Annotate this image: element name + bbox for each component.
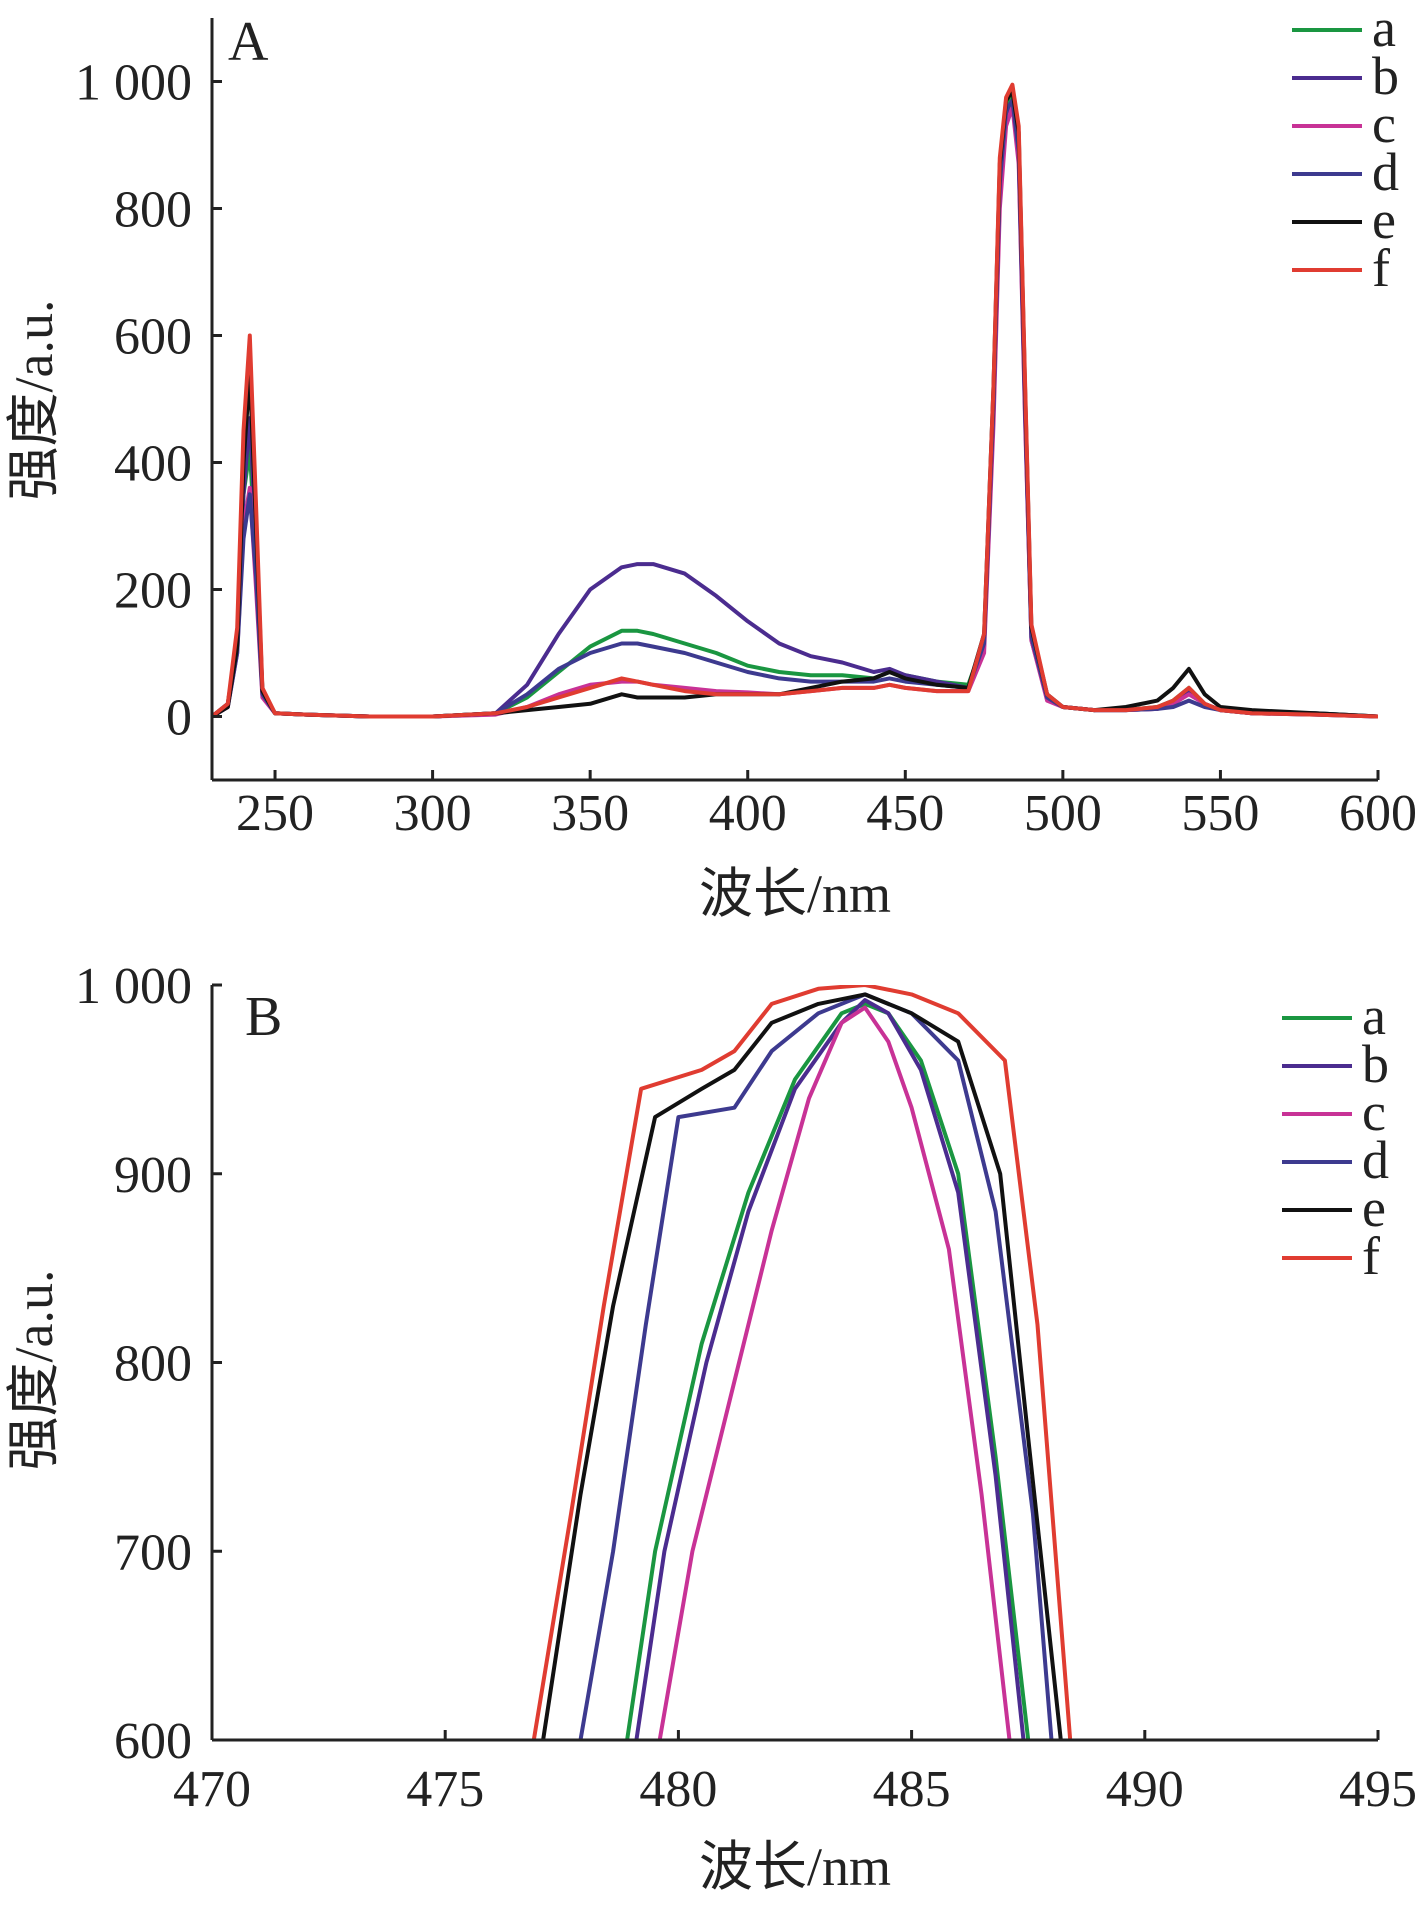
x-tick-label: 470 (173, 1761, 251, 1818)
y-tick-label: 400 (114, 436, 192, 493)
y-axis-title: 强度/a.u. (4, 1270, 64, 1471)
panel-b: 470 475 480 485 490 495 600 700 800 900 1 000 波长/nm… (4, 958, 1417, 1897)
x-tick-label: 490 (1106, 1761, 1184, 1818)
series-line-e (541, 992, 1063, 1740)
x-tick-label: 400 (709, 785, 787, 842)
y-tick-label: 900 (114, 1147, 192, 1204)
x-tick-label: 495 (1339, 1761, 1417, 1818)
x-tick-label: 350 (551, 785, 629, 842)
series-group (212, 82, 1378, 719)
x-tick-label: 475 (406, 1761, 484, 1818)
x-tick-label: 480 (639, 1761, 717, 1818)
legend-label-a: a (1362, 986, 1386, 1046)
legend-label-c: c (1362, 1082, 1386, 1142)
y-tick-label: 800 (114, 1336, 192, 1393)
x-axis-title: 波长/nm (699, 864, 891, 924)
series-line-c (212, 104, 1378, 719)
y-tick-label: 0 (166, 690, 192, 747)
series-line-a (212, 95, 1378, 719)
x-tick-label: 300 (394, 785, 472, 842)
legend-label-b: b (1372, 46, 1399, 106)
x-axis-title: 波长/nm (699, 1837, 891, 1897)
x-tick-label: 250 (236, 785, 314, 842)
y-tick-label: 1 000 (75, 55, 192, 112)
y-tick-label: 600 (114, 309, 192, 366)
panel-label: A (228, 11, 269, 73)
legend-label-f: f (1362, 1226, 1380, 1286)
legend-label-b: b (1362, 1034, 1389, 1094)
legend-label-e: e (1372, 190, 1396, 250)
x-tick-label: 600 (1339, 785, 1417, 842)
legend-label-c: c (1372, 94, 1396, 154)
legend-label-d: d (1362, 1130, 1389, 1190)
x-tick-label: 500 (1024, 785, 1102, 842)
legend-label-d: d (1372, 142, 1399, 202)
y-tick-label: 800 (114, 182, 192, 239)
legend-label-e: e (1362, 1178, 1386, 1238)
series-line-f (212, 82, 1378, 719)
panel-a: 250 300 350 400 450 500 550 600 0 200 400 600 800 1 0… (4, 0, 1417, 924)
series-line-e (212, 89, 1378, 719)
series-line-d (212, 98, 1378, 719)
y-tick-label: 1 000 (75, 958, 192, 1015)
x-tick-label: 450 (866, 785, 944, 842)
series-line-b (634, 998, 1026, 1740)
series-line-f (531, 985, 1073, 1740)
y-tick-label: 600 (114, 1713, 192, 1770)
series-line-d (578, 992, 1054, 1740)
series-group (531, 985, 1073, 1740)
x-tick-label: 550 (1181, 785, 1259, 842)
y-axis-title: 强度/a.u. (4, 300, 64, 501)
series-line-c (657, 1005, 1012, 1740)
legend-label-f: f (1372, 238, 1390, 298)
series-line-b (212, 101, 1378, 719)
series-line-a (625, 1001, 1031, 1740)
y-tick-label: 200 (114, 563, 192, 620)
panel-label: B (245, 986, 282, 1048)
y-tick-label: 700 (114, 1524, 192, 1581)
legend-label-a: a (1372, 0, 1396, 58)
x-tick-label: 485 (873, 1761, 951, 1818)
